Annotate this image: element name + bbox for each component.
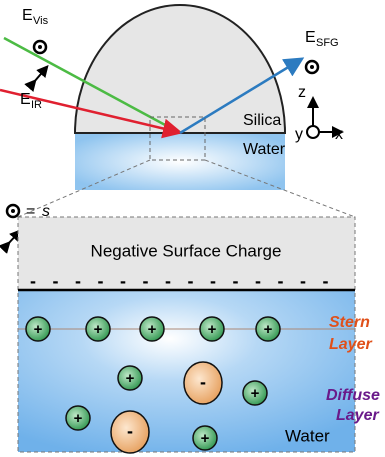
- y-axis-icon: [307, 126, 319, 138]
- p-pol-icon: [34, 68, 46, 82]
- cation-symbol: +: [126, 370, 135, 387]
- beam-subscript: Vis: [33, 15, 49, 27]
- p-pol-icon: [8, 232, 19, 244]
- s-pol-dot: [310, 65, 314, 69]
- cation-symbol: +: [201, 430, 210, 447]
- surface-charge: -: [323, 271, 329, 291]
- axis-label: y: [295, 126, 303, 143]
- s-pol-dot: [38, 45, 42, 49]
- cation-symbol: +: [264, 321, 273, 338]
- axis-label: z: [298, 84, 306, 101]
- cation-symbol: +: [34, 321, 43, 338]
- surface-charge: -: [278, 271, 284, 291]
- surface-charge: -: [300, 271, 306, 291]
- surface-charge: -: [75, 271, 81, 291]
- beam-subscript: IR: [31, 99, 42, 111]
- surface-charge: -: [53, 271, 59, 291]
- surface-charge: -: [255, 271, 261, 291]
- inset-title: Negative Surface Charge: [91, 241, 282, 260]
- silica-label: Silica: [243, 112, 281, 129]
- page: E Vis E IR E SFG Silica Water = s = p z …: [0, 0, 385, 457]
- cation-symbol: +: [74, 410, 83, 427]
- surface-charge: -: [120, 271, 126, 291]
- beam-label: E: [305, 29, 316, 46]
- axis-label: x: [335, 126, 343, 143]
- cation-symbol: +: [208, 321, 217, 338]
- cation-symbol: +: [251, 385, 260, 402]
- cation-symbol: +: [94, 321, 103, 338]
- s-pol-dot: [11, 209, 15, 213]
- surface-charge: -: [30, 271, 36, 291]
- anion-symbol: -: [200, 372, 206, 392]
- beam-subscript: SFG: [316, 37, 339, 49]
- surface-charge: -: [210, 271, 216, 291]
- diffuse-label: Diffuse: [326, 387, 380, 404]
- surface-charge: -: [98, 271, 104, 291]
- surface-charge: -: [188, 271, 194, 291]
- stern-label: Stern: [329, 314, 370, 331]
- water-label: Water: [243, 141, 286, 158]
- beam-label: E: [20, 91, 31, 108]
- beam-label: E: [22, 7, 33, 24]
- diagram: E Vis E IR E SFG Silica Water = s = p z …: [0, 0, 385, 457]
- diffuse-label: Layer: [336, 407, 379, 424]
- water-label: Water: [285, 426, 330, 445]
- surface-charge: -: [165, 271, 171, 291]
- cation-symbol: +: [148, 321, 157, 338]
- anion-symbol: -: [127, 421, 133, 441]
- stern-label: Layer: [329, 336, 372, 353]
- surface-charge: -: [143, 271, 149, 291]
- surface-charge: -: [233, 271, 239, 291]
